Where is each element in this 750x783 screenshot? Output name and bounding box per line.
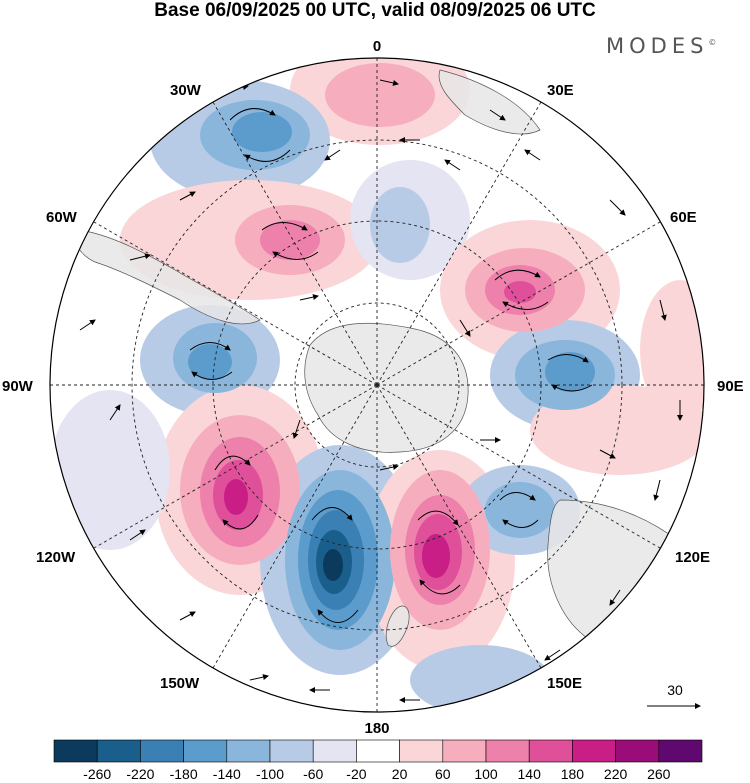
lon-label-150e: 150E	[547, 675, 582, 692]
lon-label-120w: 120W	[36, 549, 76, 566]
map-disk	[50, 58, 704, 712]
map-border	[49, 57, 705, 713]
colorbar-tick-label: 20	[392, 766, 408, 782]
colorbar-swatch	[658, 739, 703, 763]
colorbar-tick-label: 220	[604, 766, 628, 782]
reference-vector-label: 30	[667, 682, 683, 698]
colorbar-tick-label: -60	[303, 766, 323, 782]
colorbar-swatch	[528, 739, 573, 763]
colorbar-tick-label: 60	[435, 766, 451, 782]
colorbar-tick-label: 140	[518, 766, 542, 782]
lon-label-90w: 90W	[2, 378, 34, 395]
geopotential-anomaly-field	[50, 58, 704, 712]
lon-label-60e: 60E	[670, 209, 697, 226]
antarctica	[304, 322, 469, 453]
colorbar-swatch	[615, 739, 660, 763]
colorbar-swatch	[399, 739, 444, 763]
colorbar: -260 -220 -180 -140 -100 -60 -20 20 60 100 140 180 2…	[53, 739, 703, 782]
colorbar-tick-label: -260	[83, 766, 111, 782]
colorbar-swatch	[572, 739, 616, 763]
lon-label-90e: 90E	[717, 378, 744, 395]
colorbar-swatch	[96, 739, 141, 763]
colorbar-swatch	[183, 739, 228, 763]
colorbar-swatch	[53, 739, 98, 763]
australia	[547, 499, 701, 643]
brand-mark: ©	[708, 38, 717, 47]
map-title: Base 06/09/2025 00 UTC, valid 08/09/2025…	[154, 0, 596, 21]
graticule	[50, 58, 704, 712]
colorbar-swatch	[269, 739, 314, 763]
colorbar-swatch	[356, 739, 400, 763]
colorbar-tick-label: -140	[213, 766, 241, 782]
colorbar-tick-label: 100	[474, 766, 498, 782]
land-masses	[75, 69, 701, 647]
colorbar-tick-label: -180	[170, 766, 198, 782]
modes-logo: MODES©	[606, 34, 716, 58]
reference-vector: 30	[647, 682, 701, 709]
colorbar-tick-label: -100	[256, 766, 284, 782]
lon-label-180: 180	[364, 720, 389, 737]
colorbar-tick-label: -20	[346, 766, 366, 782]
brand-text: MODES	[606, 34, 709, 58]
colorbar-swatch	[312, 739, 357, 763]
africa	[438, 69, 541, 135]
colorbar-swatch	[226, 739, 271, 763]
lon-label-30e: 30E	[547, 82, 574, 99]
colorbar-swatch	[442, 739, 487, 763]
colorbar-tick-label: -220	[126, 766, 154, 782]
new-zealand	[385, 605, 410, 647]
lon-label-30w: 30W	[170, 82, 202, 99]
lon-label-0: 0	[373, 38, 381, 55]
lon-label-120e: 120E	[675, 549, 710, 566]
colorbar-tick-label: 180	[561, 766, 585, 782]
lon-label-150w: 150W	[160, 675, 200, 692]
colorbar-swatch	[140, 739, 184, 763]
lon-label-60w: 60W	[46, 209, 78, 226]
south-america	[75, 229, 261, 325]
colorbar-tick-label: 260	[647, 766, 671, 782]
colorbar-swatch	[485, 739, 530, 763]
